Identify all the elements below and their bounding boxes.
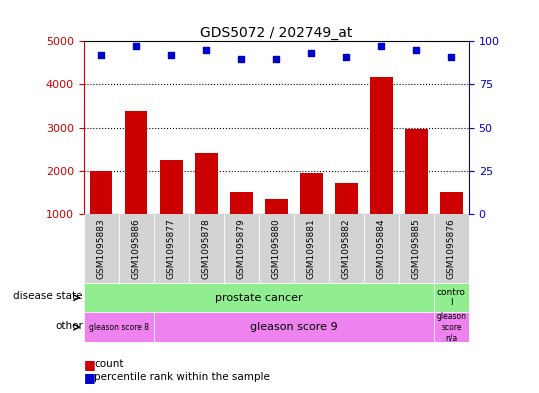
Text: GSM1095886: GSM1095886 <box>132 218 141 279</box>
Bar <box>189 214 224 283</box>
Bar <box>84 312 154 342</box>
Text: ■: ■ <box>84 371 95 384</box>
Bar <box>399 214 434 283</box>
Bar <box>300 173 323 257</box>
Text: GSM1095881: GSM1095881 <box>307 218 316 279</box>
Bar <box>119 214 154 283</box>
Bar <box>154 312 434 342</box>
Bar <box>440 192 463 257</box>
Text: GSM1095885: GSM1095885 <box>412 218 421 279</box>
Text: contro
l: contro l <box>437 288 466 307</box>
Bar <box>335 184 358 257</box>
Bar <box>230 192 253 257</box>
Point <box>377 43 386 50</box>
Point <box>307 50 316 57</box>
Bar <box>224 214 259 283</box>
Point <box>97 52 106 58</box>
Text: count: count <box>94 359 124 369</box>
Text: gleason score 8: gleason score 8 <box>88 323 149 332</box>
Point <box>132 43 140 50</box>
Text: gleason
score
n/a: gleason score n/a <box>437 312 466 342</box>
Text: gleason score 9: gleason score 9 <box>250 322 337 332</box>
Bar <box>405 129 428 257</box>
Text: GSM1095884: GSM1095884 <box>377 218 386 279</box>
Bar <box>259 214 294 283</box>
Bar <box>160 160 183 257</box>
Bar <box>89 171 113 257</box>
Point <box>272 55 281 62</box>
Text: GSM1095877: GSM1095877 <box>167 218 176 279</box>
Bar <box>370 77 393 257</box>
Point <box>237 55 246 62</box>
Text: GSM1095880: GSM1095880 <box>272 218 281 279</box>
Bar <box>434 283 469 312</box>
Title: GDS5072 / 202749_at: GDS5072 / 202749_at <box>200 26 353 40</box>
Bar <box>364 214 399 283</box>
Point <box>202 47 211 53</box>
Bar <box>195 153 218 257</box>
Bar <box>154 214 189 283</box>
Text: GSM1095882: GSM1095882 <box>342 218 351 279</box>
Text: prostate cancer: prostate cancer <box>215 293 302 303</box>
Point <box>412 47 421 53</box>
Bar <box>434 312 469 342</box>
Point <box>167 52 176 58</box>
Bar <box>265 200 288 257</box>
Point <box>447 54 456 60</box>
Bar <box>84 214 119 283</box>
Text: ■: ■ <box>84 358 95 371</box>
Bar <box>434 214 469 283</box>
Text: percentile rank within the sample: percentile rank within the sample <box>94 372 270 382</box>
Bar <box>294 214 329 283</box>
Point <box>342 54 351 60</box>
Text: GSM1095876: GSM1095876 <box>447 218 456 279</box>
Text: disease state: disease state <box>13 291 83 301</box>
Text: GSM1095879: GSM1095879 <box>237 218 246 279</box>
Text: other: other <box>55 321 83 331</box>
Bar <box>125 111 148 257</box>
Bar <box>329 214 364 283</box>
Text: GSM1095883: GSM1095883 <box>96 218 106 279</box>
Text: GSM1095878: GSM1095878 <box>202 218 211 279</box>
